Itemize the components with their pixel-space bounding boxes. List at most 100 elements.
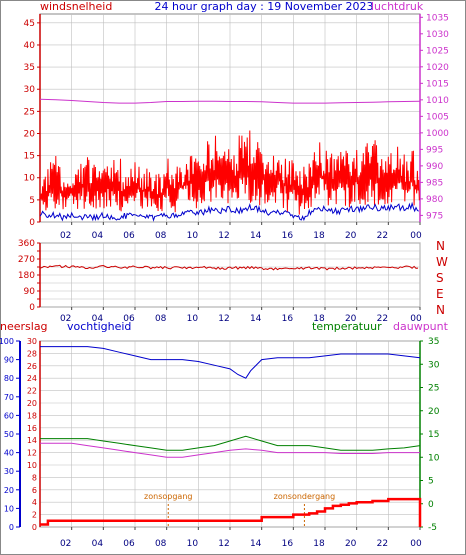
wind-x-tick-label: 16 [282, 231, 294, 241]
humidity-y-tick-label: 100 [0, 337, 14, 346]
wind-panel: 0510152025303540459759809859909951000100… [24, 13, 450, 241]
temperature-y-tick-label: 30 [428, 360, 440, 370]
direction-x-tick-label: 18 [313, 314, 325, 324]
wind-x-tick-label: 20 [345, 231, 357, 241]
wind-x-tick-label: 22 [377, 231, 388, 241]
direction-x-tick-label: 22 [377, 314, 388, 324]
pressure-y-tick-label: 975 [426, 211, 443, 221]
rain-y-tick-label: 12 [27, 449, 37, 458]
humidity-y-tick-label: 90 [4, 356, 14, 365]
wind-y-tick-label: 45 [24, 19, 35, 29]
pressure-y-tick-label: 1020 [426, 63, 449, 73]
graph-title: 24 hour graph day : 19 November 2023 [154, 0, 373, 13]
rain-y-tick-label: 8 [32, 473, 37, 482]
rain-y-tick-label: 16 [27, 424, 37, 433]
temperature-humidity-panel: 02 4 6 8 10 12 14 16 18 20 22 24 26 28 30 0 10 20 30 40 5 06 0… [0, 337, 440, 549]
wind-y-tick-label: 20 [24, 129, 36, 139]
humidity-y-tick-label: 20 [4, 486, 14, 495]
temperature-y-tick-label: 5 [428, 477, 434, 487]
humidity-y-tick-label: 0 [9, 523, 14, 532]
pressure-y-tick-label: 1000 [426, 129, 449, 139]
rain-y-tick-label: 20 [27, 399, 37, 408]
climate-x-tick-label: 22 [377, 539, 388, 549]
rain-y-tick-label: 26 [27, 362, 37, 371]
direction-x-tick-label: 02 [60, 314, 71, 324]
wind-x-tick-label: 18 [313, 231, 325, 241]
pressure-y-tick-label: 1005 [426, 112, 449, 122]
wind-speed-line [39, 130, 420, 215]
direction-y-tick-label: 270 [18, 255, 35, 265]
humidity-y-tick-label: 10 [4, 504, 14, 513]
climate-x-tick-label: 02 [60, 539, 71, 549]
rain-y-tick-label: 2 [32, 511, 37, 520]
rain-y-tick-label: 10 [27, 461, 37, 470]
pressure-label: luchtdruk [371, 0, 424, 13]
wind-y-tick-label: 30 [24, 85, 36, 95]
wind-x-tick-label: 14 [250, 231, 262, 241]
climate-x-tick-label: 06 [123, 539, 135, 549]
climate-x-tick-label: 14 [250, 539, 262, 549]
pressure-y-tick-label: 1030 [426, 30, 449, 40]
climate-x-tick-label: 00 [410, 539, 422, 549]
direction-x-tick-label: 04 [92, 314, 104, 324]
wind-y-tick-label: 25 [24, 107, 35, 117]
humidity-label: vochtigheid [67, 320, 131, 333]
rain-y-tick-label: 14 [27, 436, 37, 445]
direction-x-tick-label: 00 [410, 314, 422, 324]
wind-average-line [39, 201, 419, 222]
rain-y-tick-label: 30 [27, 337, 37, 346]
humidity-y-tick-label: 40 [4, 449, 14, 458]
pressure-y-tick-label: 990 [426, 162, 443, 172]
rain-y-tick-label: 4 [32, 498, 37, 507]
wind-x-tick-label: 06 [123, 231, 135, 241]
climate-x-tick-label: 20 [345, 539, 357, 549]
compass-label: S [436, 271, 444, 285]
temperature-y-tick-label: 10 [428, 453, 440, 463]
direction-y-tick-label: 90 [24, 287, 36, 297]
temperature-y-tick-label: 15 [428, 430, 439, 440]
wind-y-tick-label: 15 [24, 152, 35, 162]
humidity-y-tick-label: 60 [4, 411, 14, 420]
direction-x-tick-label: 06 [123, 314, 135, 324]
temperature-label: temperatuur [312, 320, 382, 333]
rain-line [40, 497, 422, 527]
sun-marker-label: zonsondergang [274, 492, 336, 501]
wind-x-tick-label: 12 [218, 231, 229, 241]
climate-x-tick-label: 16 [282, 539, 294, 549]
pressure-y-tick-label: 995 [426, 145, 443, 155]
wind-y-tick-label: 0 [29, 218, 35, 228]
rain-y-tick-label: 6 [32, 486, 37, 495]
wind-direction-line [39, 264, 419, 271]
pressure-y-tick-label: 1015 [426, 79, 449, 89]
direction-y-tick-label: 180 [18, 271, 35, 281]
wind-y-tick-label: 10 [24, 174, 36, 184]
rain-y-tick-label: 28 [27, 349, 37, 358]
climate-x-tick-label: 18 [313, 539, 325, 549]
direction-y-tick-label: 0 [29, 303, 35, 313]
rain-y-tick-label: 18 [27, 411, 37, 420]
wind-x-tick-label: 04 [92, 231, 104, 241]
temperature-y-tick-label: 25 [428, 384, 439, 394]
wind-y-tick-label: 5 [29, 196, 35, 206]
direction-x-tick-label: 12 [218, 314, 229, 324]
pressure-y-tick-label: 1010 [426, 96, 449, 106]
wind-y-tick-label: 35 [24, 63, 35, 73]
wind-speed-label: windsnelheid [40, 0, 112, 13]
direction-y-tick-label: 360 [18, 239, 35, 249]
rain-y-tick-label: 22 [27, 387, 37, 396]
pressure-y-tick-label: 1025 [426, 46, 449, 56]
rain-y-tick-label: 24 [27, 374, 37, 383]
compass-label: W [436, 255, 448, 269]
sun-marker-label: zonsopgang [144, 492, 192, 501]
humidity-y-tick-label: 30 [4, 467, 14, 476]
pressure-y-tick-label: 1035 [426, 13, 449, 23]
rain-label: neerslag [0, 320, 48, 333]
temperature-y-tick-label: -5 [428, 523, 437, 533]
direction-x-tick-label: 20 [345, 314, 357, 324]
wind-y-tick-label: 40 [24, 41, 36, 51]
compass-label: N [436, 303, 445, 317]
wind-x-tick-label: 00 [410, 231, 422, 241]
climate-x-tick-label: 08 [155, 539, 167, 549]
